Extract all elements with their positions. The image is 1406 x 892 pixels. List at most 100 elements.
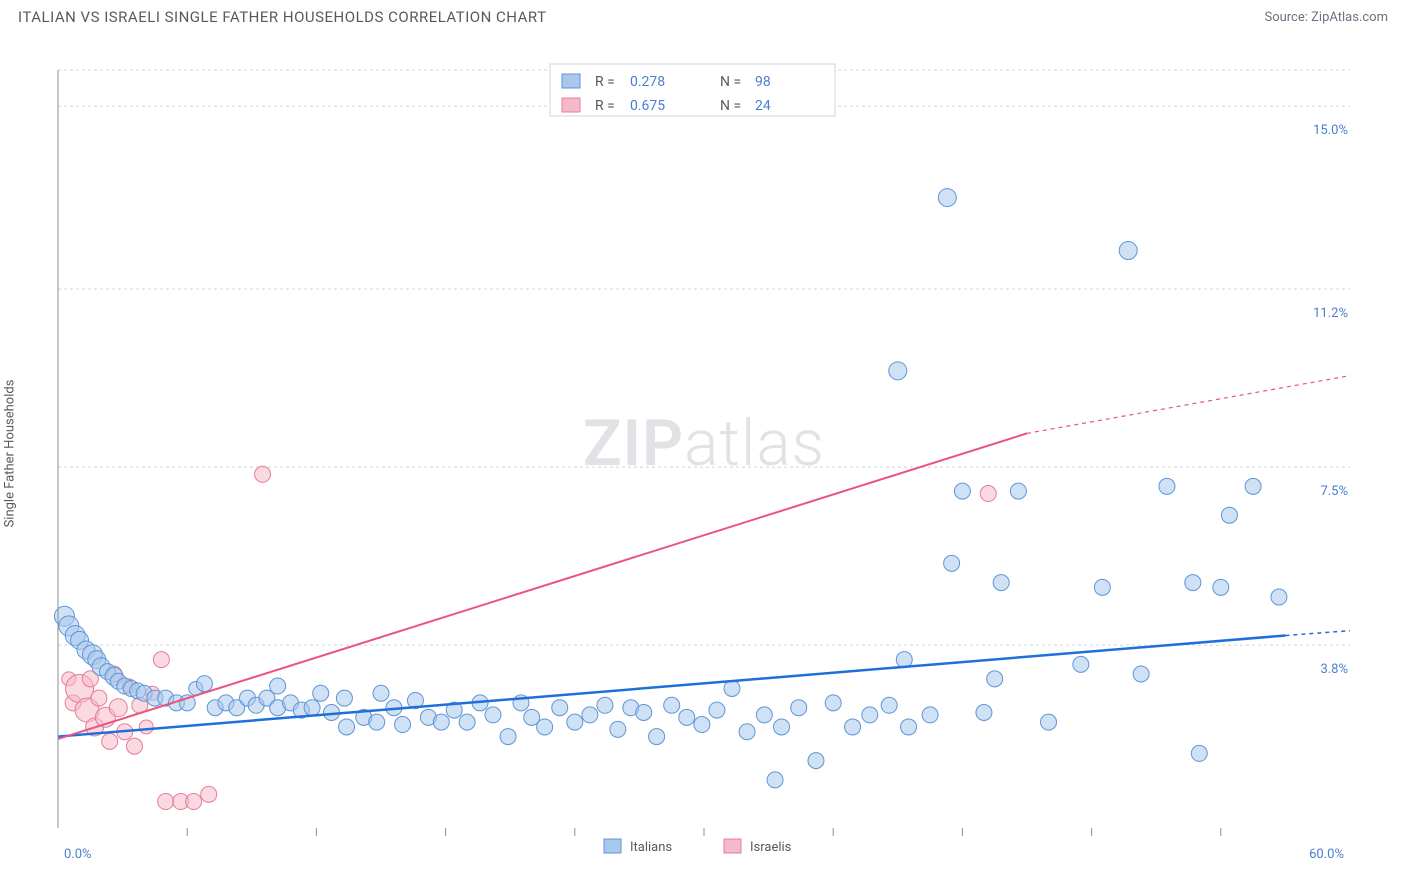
data-point <box>369 714 385 730</box>
svg-text:0.675: 0.675 <box>630 98 665 114</box>
data-point <box>845 719 861 735</box>
trend-line-extrapolated <box>1285 631 1350 636</box>
svg-text:24: 24 <box>755 98 771 114</box>
data-point <box>1245 478 1261 494</box>
svg-text:15.0%: 15.0% <box>1313 123 1348 138</box>
data-point <box>993 575 1009 591</box>
svg-text:11.2%: 11.2% <box>1313 306 1348 321</box>
data-point <box>980 486 996 502</box>
data-point <box>987 671 1003 687</box>
data-point <box>1159 478 1175 494</box>
data-point <box>679 709 695 725</box>
legend-label: Italians <box>630 840 672 855</box>
data-point <box>339 719 355 735</box>
data-point <box>1213 579 1229 595</box>
source-attribution: Source: ZipAtlas.com <box>1264 10 1388 25</box>
data-point <box>126 738 142 754</box>
legend-label: Israelis <box>750 840 792 855</box>
data-point <box>109 699 127 717</box>
data-point <box>1221 507 1237 523</box>
svg-text:0.278: 0.278 <box>630 74 665 90</box>
svg-text:N =: N = <box>720 98 741 114</box>
data-point <box>373 685 389 701</box>
svg-text:R =: R = <box>595 74 615 90</box>
data-point <box>485 707 501 723</box>
trend-line-extrapolated <box>1027 376 1350 434</box>
data-point <box>774 719 790 735</box>
data-point <box>896 652 912 668</box>
data-point <box>1073 656 1089 672</box>
data-point <box>186 794 202 810</box>
data-point <box>552 700 568 716</box>
data-point <box>336 690 352 706</box>
data-point <box>395 717 411 733</box>
data-point <box>201 786 217 802</box>
data-point <box>976 705 992 721</box>
data-point <box>767 772 783 788</box>
data-point <box>636 705 652 721</box>
svg-text:ZIPatlas: ZIPatlas <box>583 406 825 481</box>
data-point <box>139 720 153 734</box>
chart-title: ITALIAN VS ISRAELI SINGLE FATHER HOUSEHO… <box>18 8 547 26</box>
data-point <box>610 721 626 737</box>
data-point <box>459 714 475 730</box>
data-point <box>664 697 680 713</box>
data-point <box>500 729 516 745</box>
legend-swatch <box>562 98 580 112</box>
data-point <box>153 652 169 668</box>
data-point <box>567 714 583 730</box>
svg-text:7.5%: 7.5% <box>1320 484 1348 499</box>
data-point <box>1010 483 1026 499</box>
data-point <box>1094 579 1110 595</box>
correlation-legend <box>550 64 835 116</box>
data-point <box>739 724 755 740</box>
data-point <box>1041 714 1057 730</box>
data-point <box>270 678 286 694</box>
data-point <box>922 707 938 723</box>
data-point <box>537 719 553 735</box>
data-point <box>433 714 449 730</box>
data-point <box>102 733 118 749</box>
data-point <box>756 707 772 723</box>
data-point <box>808 753 824 769</box>
legend-swatch <box>562 74 580 88</box>
svg-text:0.0%: 0.0% <box>64 847 92 862</box>
data-point <box>724 680 740 696</box>
trend-line <box>58 636 1285 737</box>
data-point <box>862 707 878 723</box>
data-point <box>791 700 807 716</box>
data-point <box>825 695 841 711</box>
data-point <box>1185 575 1201 591</box>
data-point <box>1119 242 1137 260</box>
data-point <box>901 719 917 735</box>
legend-swatch <box>724 839 741 853</box>
data-point <box>1133 666 1149 682</box>
data-point <box>881 697 897 713</box>
y-axis-label: Single Father Households <box>3 380 18 528</box>
data-point <box>1271 589 1287 605</box>
data-point <box>944 555 960 571</box>
legend-swatch <box>604 839 621 853</box>
chart-area: 3.8%7.5%11.2%15.0%ZIPatlas0.0%60.0%R =0.… <box>50 58 1350 828</box>
data-point <box>938 189 956 207</box>
data-point <box>313 685 329 701</box>
data-point <box>158 794 174 810</box>
data-point <box>649 729 665 745</box>
data-point <box>597 697 613 713</box>
svg-text:3.8%: 3.8% <box>1320 662 1348 677</box>
data-point <box>1191 745 1207 761</box>
data-point <box>709 702 725 718</box>
data-point <box>889 362 907 380</box>
svg-text:60.0%: 60.0% <box>1309 847 1344 862</box>
svg-text:N =: N = <box>720 74 741 90</box>
svg-text:98: 98 <box>755 74 771 90</box>
trend-line <box>58 433 1027 739</box>
data-point <box>954 483 970 499</box>
data-point <box>196 676 212 692</box>
data-point <box>694 717 710 733</box>
data-point <box>91 690 107 706</box>
svg-text:R =: R = <box>595 98 615 114</box>
scatter-chart: 3.8% 7.5% 11.2% 15.0% ZIPatlas 0.0% 60.0% R = 0.… <box>50 58 1350 868</box>
data-point <box>255 466 271 482</box>
data-point <box>582 707 598 723</box>
